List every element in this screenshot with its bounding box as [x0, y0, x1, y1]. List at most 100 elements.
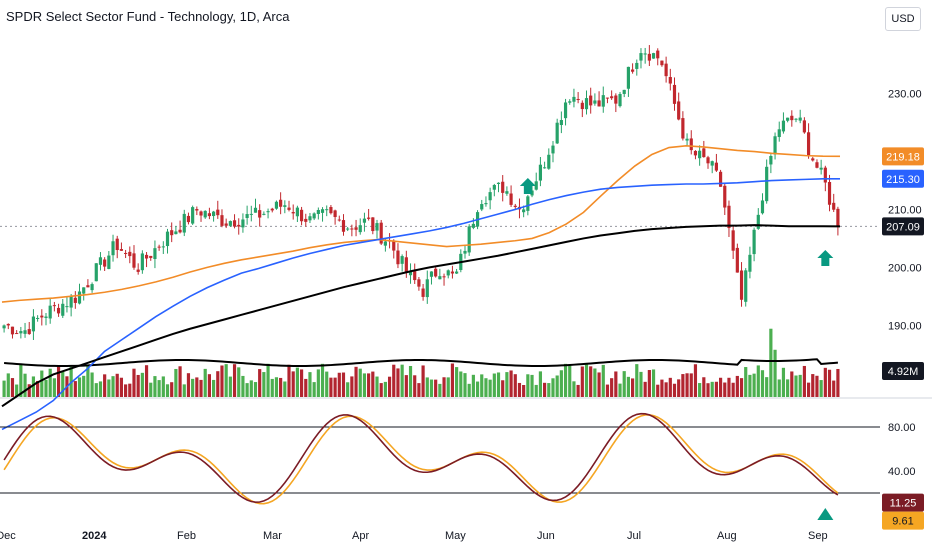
- volume-bar: [798, 374, 802, 397]
- volume-bar: [677, 379, 681, 397]
- candle-body: [685, 138, 689, 141]
- candle-body: [802, 120, 806, 133]
- volume-bar: [794, 375, 798, 397]
- volume-bar: [522, 384, 526, 397]
- moving-averages-layer: [1, 144, 841, 520]
- candle-body: [371, 217, 375, 232]
- volume-bar: [777, 379, 781, 397]
- candle-body: [735, 247, 739, 273]
- volume-bar: [350, 376, 354, 397]
- volume-bar: [664, 382, 668, 397]
- candle-body: [559, 120, 563, 126]
- volume-bar: [601, 364, 605, 397]
- volume-bar: [253, 382, 258, 397]
- candle-body: [811, 158, 815, 161]
- volume-bar: [727, 377, 731, 397]
- candle-body: [274, 201, 279, 209]
- candle-body: [677, 101, 681, 120]
- volume-bar: [15, 384, 19, 397]
- volume-bar: [245, 383, 249, 397]
- candles-layer: [2, 45, 840, 340]
- candle-body: [601, 95, 605, 107]
- volume-bar: [610, 378, 614, 397]
- candle-body: [10, 326, 15, 335]
- date-tick-label: Aug: [717, 530, 737, 542]
- volume-bar: [496, 372, 501, 397]
- candle-body: [484, 203, 488, 205]
- stochastic-layer: [0, 412, 880, 505]
- volume-bar: [115, 373, 119, 397]
- volume-bar: [77, 377, 82, 397]
- candle-body: [580, 102, 584, 110]
- volume-bar: [806, 382, 811, 397]
- volume-bar: [584, 363, 589, 397]
- candle-body: [144, 254, 149, 259]
- candle-body: [23, 330, 27, 334]
- candle-body: [522, 209, 526, 213]
- volume-bar: [702, 377, 706, 397]
- volume-bar: [274, 377, 279, 397]
- candle-body: [593, 100, 597, 104]
- volume-layer: [2, 328, 840, 397]
- candle-body: [241, 219, 245, 228]
- candle-body: [295, 207, 299, 217]
- volume-bar: [781, 367, 786, 397]
- volume-bar: [191, 378, 195, 397]
- volume-bar: [6, 373, 10, 397]
- volume-bar: [320, 363, 325, 397]
- volume-bar: [698, 383, 702, 397]
- volume-bar: [262, 372, 266, 397]
- candle-body: [836, 208, 840, 227]
- volume-bar: [111, 376, 115, 397]
- volume-bar: [748, 374, 752, 397]
- volume-bar: [86, 365, 90, 397]
- volume-bar: [136, 374, 140, 397]
- candle-body: [446, 270, 450, 276]
- candle-body: [530, 190, 534, 196]
- candle-body: [794, 118, 798, 120]
- volume-bar: [216, 371, 220, 397]
- volume-bar: [668, 377, 672, 397]
- candle-body: [572, 96, 576, 102]
- volume-bar: [744, 367, 748, 397]
- volume-bar: [773, 349, 777, 397]
- volume-bar: [333, 377, 337, 397]
- grid-layer: [0, 225, 932, 399]
- volume-bar: [480, 374, 484, 397]
- candle-body: [463, 250, 467, 254]
- volume-bar: [631, 378, 635, 397]
- candle-body: [534, 181, 538, 190]
- candle-body: [551, 145, 555, 154]
- candle-body: [806, 132, 811, 157]
- candle-body: [103, 259, 107, 267]
- candle-body: [513, 205, 517, 207]
- ma50-badge-bg: [882, 169, 924, 188]
- candle-body: [651, 53, 656, 59]
- candle-body: [354, 227, 358, 230]
- ma-200-line: [1, 224, 841, 408]
- candle-body: [597, 100, 601, 107]
- volume-bar: [589, 366, 593, 397]
- chart-title: SPDR Select Sector Fund - Technology, 1D…: [6, 9, 290, 24]
- candle-body: [228, 221, 232, 226]
- volume-bar: [379, 383, 383, 397]
- candle-body: [266, 211, 270, 213]
- volume-bar: [266, 363, 270, 397]
- stoch-k-line: [3, 412, 839, 503]
- candle-body: [417, 279, 421, 287]
- candle-body: [706, 157, 710, 164]
- volume-bar: [73, 381, 77, 397]
- volume-bar: [249, 380, 253, 397]
- currency-button[interactable]: USD: [885, 7, 921, 31]
- candle-body: [408, 270, 413, 276]
- candle-body: [40, 315, 44, 318]
- candle-body: [429, 271, 434, 277]
- candle-body: [668, 77, 672, 84]
- candle-body: [832, 202, 836, 210]
- candle-body: [212, 211, 216, 217]
- volume-ma-line: [4, 358, 838, 367]
- candle-body: [98, 257, 103, 265]
- volume-bar: [367, 373, 371, 397]
- candle-body: [626, 66, 630, 89]
